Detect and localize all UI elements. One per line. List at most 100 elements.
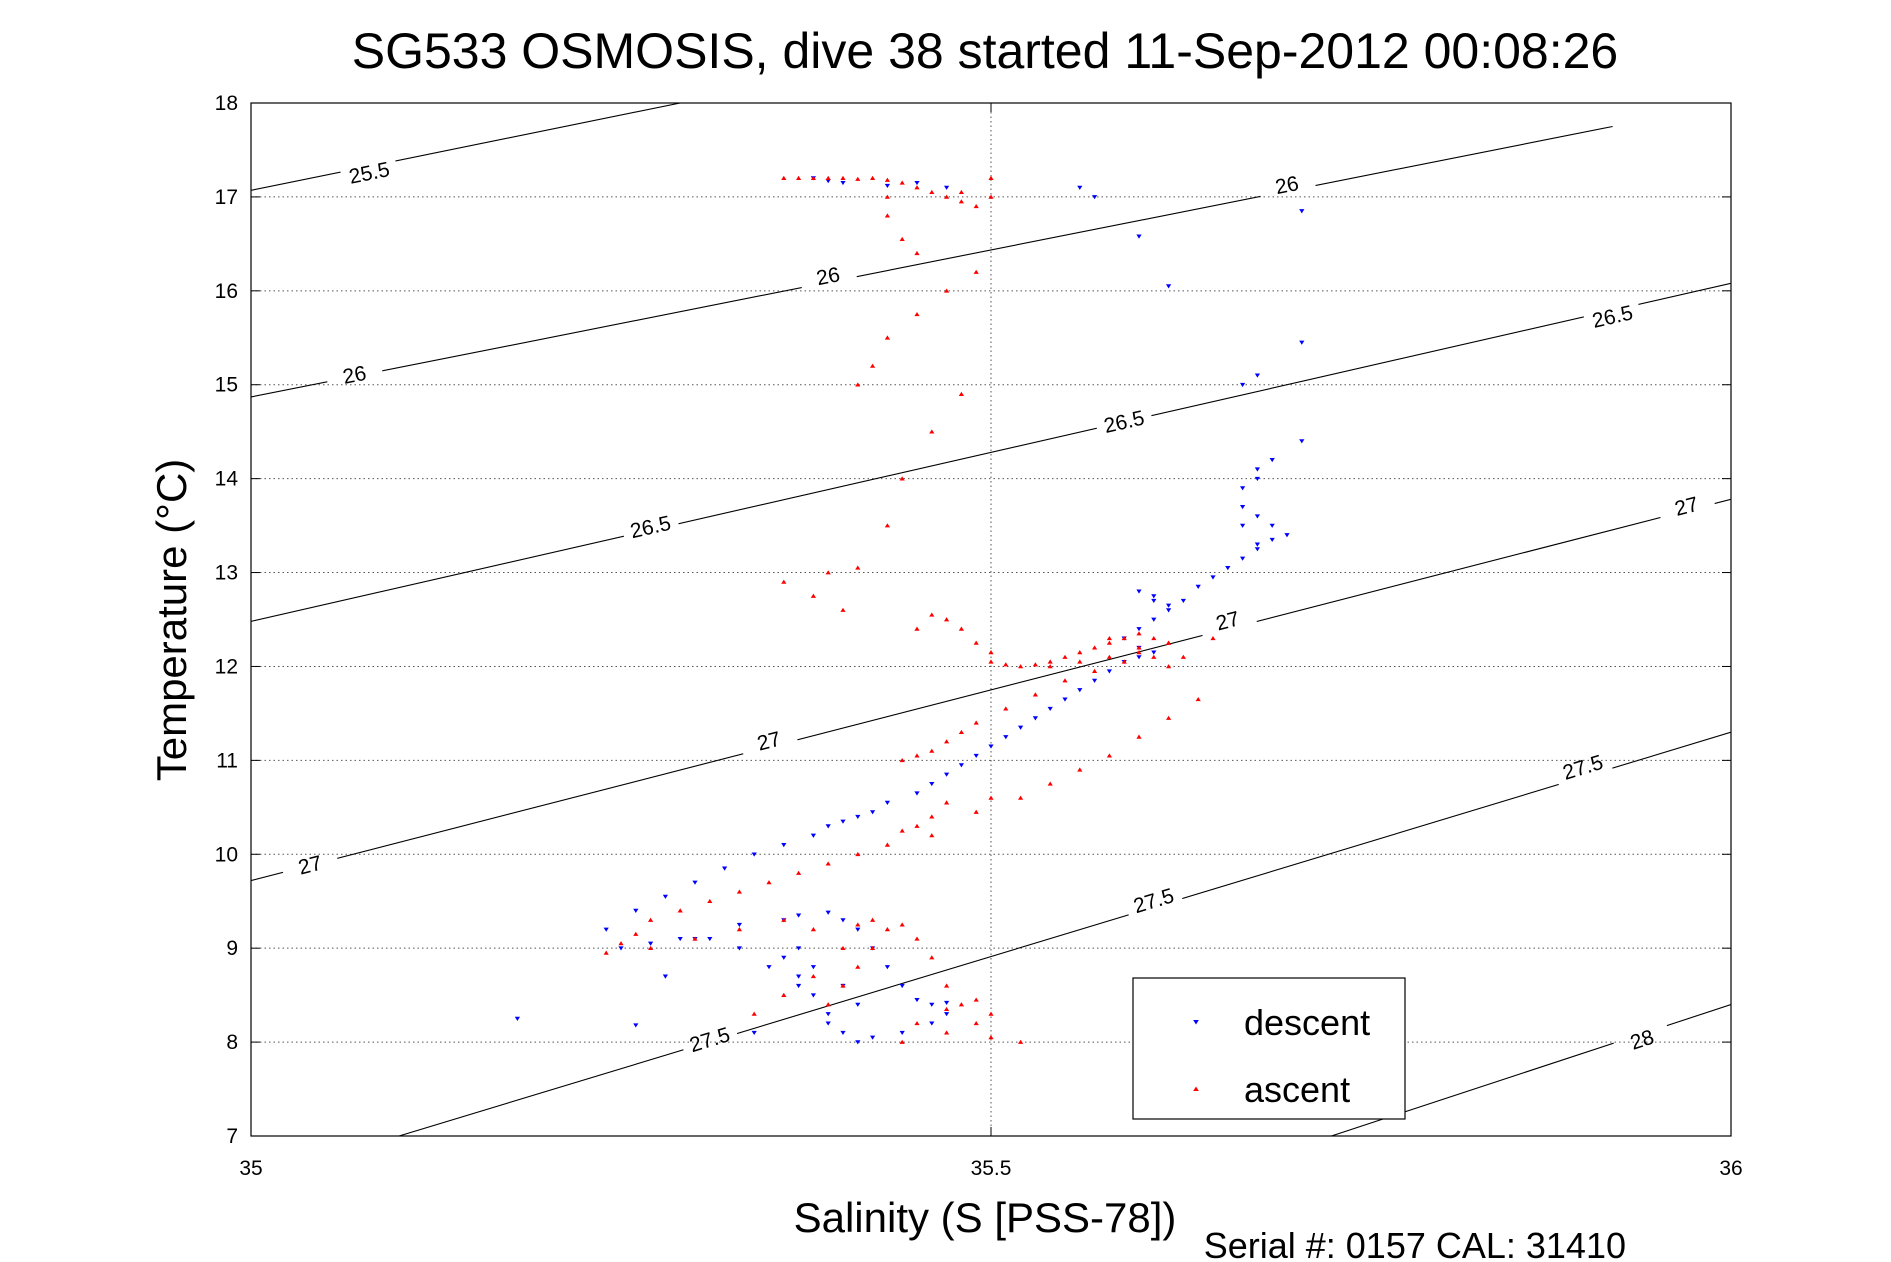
ascent-point bbox=[944, 1030, 950, 1035]
density-contour-26.5: 26.5 26.5 26.5 bbox=[251, 282, 1731, 622]
x-axis-label: Salinity (S [PSS-78]) bbox=[794, 1194, 1177, 1241]
descent-point bbox=[840, 1030, 846, 1036]
ascent-point bbox=[884, 842, 890, 847]
contour-label: 25.5 bbox=[347, 158, 392, 189]
descent-point bbox=[796, 913, 802, 918]
contour-label: 26.5 bbox=[1590, 301, 1635, 333]
ascent-point bbox=[988, 659, 994, 664]
contour-label: 26.5 bbox=[628, 512, 673, 544]
descent-point bbox=[1151, 650, 1157, 655]
descent-point bbox=[1077, 185, 1083, 190]
ascent-point bbox=[944, 1006, 950, 1012]
ascent-point bbox=[914, 823, 920, 828]
legend-label-ascent: ascent bbox=[1244, 1069, 1350, 1110]
descent-point bbox=[1299, 439, 1305, 444]
y-tick-label: 14 bbox=[215, 468, 239, 491]
ascent-point bbox=[884, 194, 890, 199]
ascent-point bbox=[1166, 715, 1172, 720]
ascent-point bbox=[1106, 635, 1112, 641]
ascent-point bbox=[810, 175, 816, 180]
x-tick-label: 35.5 bbox=[971, 1157, 1012, 1180]
y-tick-label: 11 bbox=[216, 749, 238, 772]
ascent-point bbox=[899, 828, 905, 833]
ascent-point bbox=[1136, 631, 1142, 636]
ascent-point bbox=[914, 185, 920, 190]
ascent-point bbox=[870, 945, 876, 951]
descent-point bbox=[944, 772, 950, 777]
legend-label-descent: descent bbox=[1244, 1002, 1370, 1043]
ascent-point bbox=[973, 809, 979, 814]
ascent-point bbox=[810, 974, 816, 979]
ascent-point bbox=[1106, 640, 1112, 645]
ascent-point bbox=[840, 175, 846, 180]
descent-point bbox=[1299, 209, 1305, 214]
ascent-point bbox=[958, 199, 964, 204]
descent-point bbox=[736, 946, 742, 951]
descent-point bbox=[1003, 735, 1009, 740]
ascent-point bbox=[855, 922, 861, 927]
y-tick-label: 15 bbox=[215, 374, 238, 397]
descent-point bbox=[1299, 340, 1305, 345]
descent-point bbox=[722, 866, 728, 871]
ascent-point bbox=[884, 213, 890, 218]
ascent-point bbox=[648, 917, 654, 922]
ascent-point bbox=[973, 269, 979, 274]
ascent-point bbox=[988, 1035, 994, 1040]
density-contour-26: 26 26 26 bbox=[251, 125, 1613, 398]
y-tick-label: 13 bbox=[215, 562, 238, 585]
contour-line bbox=[251, 125, 1613, 398]
ascent-point bbox=[973, 203, 979, 209]
descent-point bbox=[692, 880, 698, 885]
descent-point bbox=[958, 763, 964, 768]
descent-point bbox=[914, 181, 920, 186]
x-tick-label: 35 bbox=[239, 1157, 262, 1180]
contour-label: 27.5 bbox=[1131, 884, 1177, 918]
ascent-point bbox=[929, 814, 935, 819]
ascent-point bbox=[648, 945, 654, 951]
ascent-point bbox=[825, 1002, 831, 1007]
descent-point bbox=[1032, 716, 1038, 721]
descent-point bbox=[1106, 669, 1112, 674]
ascent-point bbox=[781, 579, 787, 584]
contour-label: 27 bbox=[1214, 607, 1242, 635]
ascent-point bbox=[1121, 635, 1127, 641]
ascent-point bbox=[855, 565, 861, 570]
ascent-point bbox=[840, 607, 846, 612]
ascent-point bbox=[1018, 1039, 1024, 1044]
descent-point bbox=[796, 983, 802, 989]
ascent-point bbox=[707, 898, 713, 904]
descent-point bbox=[825, 1012, 831, 1017]
descent-point bbox=[884, 965, 890, 970]
descent-point bbox=[944, 1000, 950, 1005]
descent-point bbox=[929, 782, 935, 787]
ascent-point bbox=[1136, 734, 1142, 739]
descent-point bbox=[1166, 608, 1172, 613]
legend: descent ascent bbox=[1132, 977, 1406, 1120]
ascent-point bbox=[1077, 767, 1083, 772]
descent-point bbox=[825, 1021, 831, 1026]
ascent-point bbox=[899, 180, 905, 185]
ascent-point bbox=[855, 176, 861, 181]
descent-point bbox=[1269, 458, 1275, 463]
descent-point bbox=[929, 1002, 935, 1007]
y-tick-label: 8 bbox=[226, 1031, 238, 1054]
ascent-point bbox=[1047, 664, 1053, 669]
descent-point bbox=[1269, 523, 1275, 528]
descent-point bbox=[899, 1030, 905, 1036]
y-tick-label: 16 bbox=[215, 280, 238, 303]
contour-label: 26 bbox=[815, 263, 842, 290]
descent-point bbox=[884, 800, 890, 805]
descent-point bbox=[810, 993, 816, 998]
ascent-point bbox=[825, 861, 831, 866]
ascent-point bbox=[603, 950, 609, 955]
ascent-point bbox=[914, 311, 920, 317]
descent-point bbox=[1136, 627, 1142, 632]
descent-point bbox=[1151, 598, 1157, 604]
ascent-point bbox=[929, 955, 935, 960]
ascent-point bbox=[1166, 640, 1172, 645]
descent-point bbox=[944, 1012, 950, 1017]
ascent-point bbox=[1092, 668, 1098, 673]
y-tick-label: 9 bbox=[226, 937, 238, 960]
descent-point bbox=[1254, 467, 1260, 472]
descent-point bbox=[1254, 373, 1260, 378]
